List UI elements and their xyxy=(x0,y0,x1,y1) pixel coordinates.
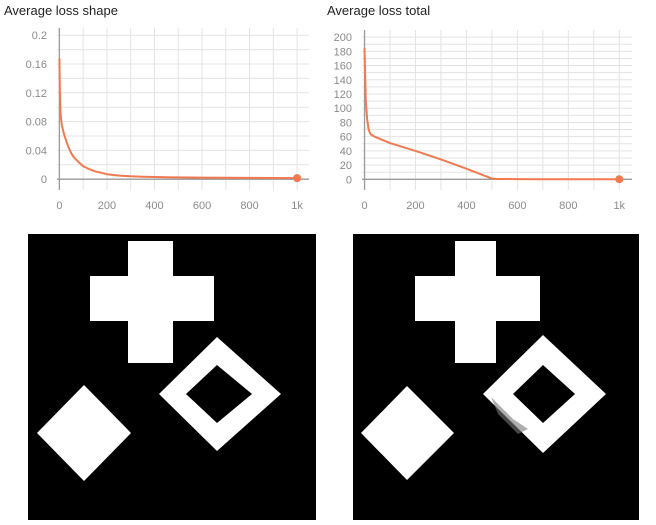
cross-shape xyxy=(90,241,214,363)
y-tick-label: 100 xyxy=(334,103,352,115)
x-tick-label: 200 xyxy=(98,200,116,212)
x-tick-label: 0 xyxy=(56,200,62,212)
chart-title-total: Average loss total xyxy=(327,3,431,18)
x-tick-label: 600 xyxy=(508,200,526,212)
predicted-shapes-image xyxy=(353,234,639,520)
chart-title-shape: Average loss shape xyxy=(4,3,118,18)
y-tick-label: 0.04 xyxy=(26,145,47,157)
diamond-hole xyxy=(186,365,252,423)
y-tick-label: 40 xyxy=(340,146,352,158)
x-tick-label: 1k xyxy=(613,200,625,212)
y-tick-label: 120 xyxy=(334,89,352,101)
y-tick-label: 0.12 xyxy=(26,88,47,100)
x-tick-label: 800 xyxy=(559,200,577,212)
x-tick-label: 600 xyxy=(193,200,211,212)
series-end-marker xyxy=(615,175,624,184)
diamond-hole xyxy=(513,365,575,423)
solid-diamond-shape xyxy=(361,386,454,480)
series-line xyxy=(363,47,620,181)
y-tick-label: 140 xyxy=(334,75,352,87)
x-tick-label: 0 xyxy=(361,200,367,212)
y-tick-label: 20 xyxy=(340,160,352,172)
x-tick-label: 400 xyxy=(145,200,163,212)
blur-artifact xyxy=(491,397,528,434)
target-shapes-image xyxy=(28,234,316,520)
cross-shape xyxy=(415,241,540,363)
x-tick-label: 1k xyxy=(291,200,303,212)
y-tick-label: 0.16 xyxy=(26,59,47,71)
x-tick-label: 400 xyxy=(457,200,475,212)
y-tick-label: 60 xyxy=(340,132,352,144)
y-tick-label: 160 xyxy=(334,61,352,73)
predicted-shapes-drawing xyxy=(353,234,639,520)
series-end-marker xyxy=(293,174,302,183)
series-line xyxy=(58,58,298,180)
x-tick-label: 800 xyxy=(240,200,258,212)
y-tick-label: 0 xyxy=(346,174,352,186)
x-tick-label: 200 xyxy=(406,200,424,212)
y-tick-label: 180 xyxy=(334,46,352,58)
y-tick-label: 0.2 xyxy=(32,30,47,42)
y-tick-label: 80 xyxy=(340,117,352,129)
solid-diamond-shape xyxy=(37,385,131,481)
loss-total-chart: 0 20 40 60 80 100 120 140 160 180 200 0 200 400 600 800… xyxy=(334,30,632,212)
y-tick-label: 200 xyxy=(334,32,352,44)
loss-shape-chart: 0 0.04 0.08 0.12 0.16 0.2 0 200 400 600 800 1k xyxy=(26,28,309,212)
y-tick-label: 0 xyxy=(41,174,47,186)
y-tick-label: 0.08 xyxy=(26,117,47,129)
target-shapes-drawing xyxy=(28,234,316,520)
